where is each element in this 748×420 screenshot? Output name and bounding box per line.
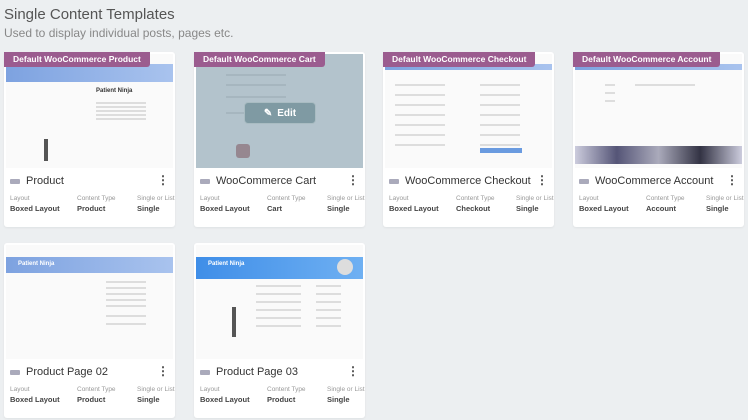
layout-label: Layout [389, 195, 409, 202]
content-type-value: Product [77, 204, 106, 213]
more-options-icon[interactable]: ⋮ [157, 173, 169, 187]
content-type-label: Content Type [77, 386, 116, 393]
layout-value: Boxed Layout [579, 204, 629, 213]
content-type-value: Product [267, 395, 296, 404]
template-name[interactable]: Product Page 03 [216, 366, 298, 378]
template-card[interactable]: Patient Ninja Default WooCommerce Product… [4, 52, 175, 227]
template-card[interactable]: Default WooCommerce Account WooCommerce … [573, 52, 744, 227]
default-badge: Default WooCommerce Cart [194, 52, 325, 67]
page-subtitle: Used to display individual posts, pages … [4, 26, 234, 40]
single-or-list-label: Single or List [327, 386, 365, 393]
layout-label: Layout [10, 386, 30, 393]
content-type-value: Checkout [456, 204, 491, 213]
template-preview[interactable]: Patient Ninja [196, 245, 363, 359]
preview-title: Patient Ninja [96, 88, 133, 94]
single-or-list-label: Single or List [706, 195, 744, 202]
single-or-list-value: Single [516, 204, 539, 213]
layout-label: Layout [200, 386, 220, 393]
content-type-value: Product [77, 395, 106, 404]
template-name[interactable]: Product Page 02 [26, 366, 108, 378]
template-type-icon [200, 179, 210, 184]
default-badge: Default WooCommerce Product [4, 52, 150, 67]
more-options-icon[interactable]: ⋮ [347, 364, 359, 378]
template-card[interactable]: Patient Ninja Product Page 02 ⋮ Layout C… [4, 243, 175, 418]
content-type-label: Content Type [267, 195, 306, 202]
layout-value: Boxed Layout [389, 204, 439, 213]
content-type-value: Account [646, 204, 676, 213]
single-or-list-value: Single [327, 204, 350, 213]
template-preview[interactable] [385, 54, 552, 168]
content-type-label: Content Type [646, 195, 685, 202]
template-preview[interactable] [575, 54, 742, 168]
preview-title: Patient Ninja [18, 261, 55, 267]
content-type-label: Content Type [77, 195, 116, 202]
single-or-list-value: Single [327, 395, 350, 404]
preview-title: Patient Ninja [208, 261, 245, 267]
template-preview[interactable]: ✎ Edit [196, 54, 363, 168]
page-title: Single Content Templates [4, 6, 175, 23]
template-name[interactable]: WooCommerce Checkout [405, 175, 531, 187]
template-preview[interactable]: Patient Ninja [6, 245, 173, 359]
single-or-list-label: Single or List [137, 195, 175, 202]
layout-value: Boxed Layout [200, 395, 250, 404]
template-preview[interactable]: Patient Ninja [6, 54, 173, 168]
template-name[interactable]: WooCommerce Cart [216, 175, 317, 187]
template-type-icon [10, 370, 20, 375]
single-or-list-value: Single [706, 204, 729, 213]
layout-label: Layout [200, 195, 220, 202]
template-card[interactable]: Default WooCommerce Checkout WooCommerce… [383, 52, 554, 227]
template-type-icon [10, 179, 20, 184]
default-badge: Default WooCommerce Checkout [383, 52, 536, 67]
single-or-list-value: Single [137, 395, 160, 404]
layout-value: Boxed Layout [10, 395, 60, 404]
layout-value: Boxed Layout [10, 204, 60, 213]
template-name[interactable]: Product [26, 175, 64, 187]
template-type-icon [389, 179, 399, 184]
content-type-value: Cart [267, 204, 283, 213]
single-or-list-label: Single or List [327, 195, 365, 202]
more-options-icon[interactable]: ⋮ [157, 364, 169, 378]
layout-label: Layout [10, 195, 30, 202]
template-card[interactable]: Patient Ninja Product Page 03 ⋮ Layout C… [194, 243, 365, 418]
template-name[interactable]: WooCommerce Account [595, 175, 714, 187]
edit-button[interactable]: ✎ Edit [244, 102, 316, 124]
single-or-list-label: Single or List [137, 386, 175, 393]
more-options-icon[interactable]: ⋮ [726, 173, 738, 187]
layout-label: Layout [579, 195, 599, 202]
layout-value: Boxed Layout [200, 204, 250, 213]
template-card[interactable]: ✎ Edit Default WooCommerce Cart WooCommerc… [194, 52, 365, 227]
single-or-list-label: Single or List [516, 195, 554, 202]
content-type-label: Content Type [456, 195, 495, 202]
pencil-icon: ✎ [263, 107, 273, 119]
template-type-icon [200, 370, 210, 375]
more-options-icon[interactable]: ⋮ [347, 173, 359, 187]
more-options-icon[interactable]: ⋮ [536, 173, 548, 187]
default-badge: Default WooCommerce Account [573, 52, 721, 67]
single-or-list-value: Single [137, 204, 160, 213]
template-type-icon [579, 179, 589, 184]
content-type-label: Content Type [267, 386, 306, 393]
